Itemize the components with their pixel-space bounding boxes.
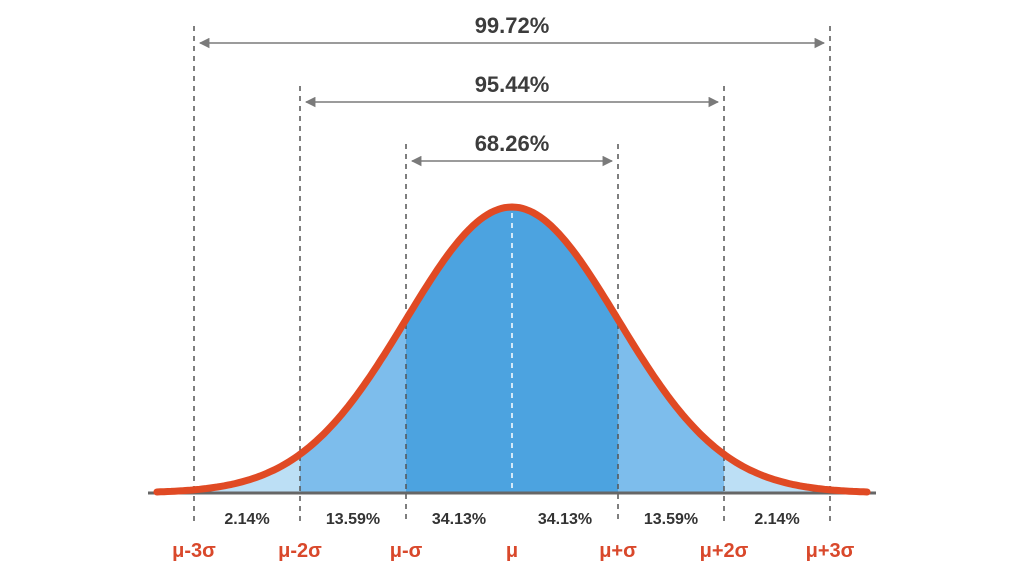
sigma-label-4: μ+σ — [599, 540, 637, 562]
span-label-0: 99.72% — [475, 13, 550, 38]
sigma-label-1: μ-2σ — [278, 540, 322, 562]
sigma-label-6: μ+3σ — [806, 540, 855, 562]
sigma-label-2: μ-σ — [390, 540, 423, 562]
band-percent-5: 2.14% — [754, 511, 799, 528]
bell-curve-line — [153, 203, 871, 496]
band-fill-3 — [512, 207, 618, 493]
sigma-label-3: μ — [506, 540, 518, 562]
band-percent-3: 34.13% — [538, 511, 592, 528]
sigma-label-5: μ+2σ — [700, 540, 749, 562]
span-label-2: 68.26% — [475, 131, 550, 156]
sigma-label-0: μ-3σ — [172, 540, 216, 562]
band-fill-2 — [406, 207, 512, 493]
band-percent-4: 13.59% — [644, 511, 698, 528]
band-percent-0: 2.14% — [224, 511, 269, 528]
band-percent-2: 34.13% — [432, 511, 486, 528]
band-fill-5 — [724, 454, 830, 493]
span-label-1: 95.44% — [475, 72, 550, 97]
band-percent-1: 13.59% — [326, 511, 380, 528]
band-fill-0 — [194, 454, 300, 493]
